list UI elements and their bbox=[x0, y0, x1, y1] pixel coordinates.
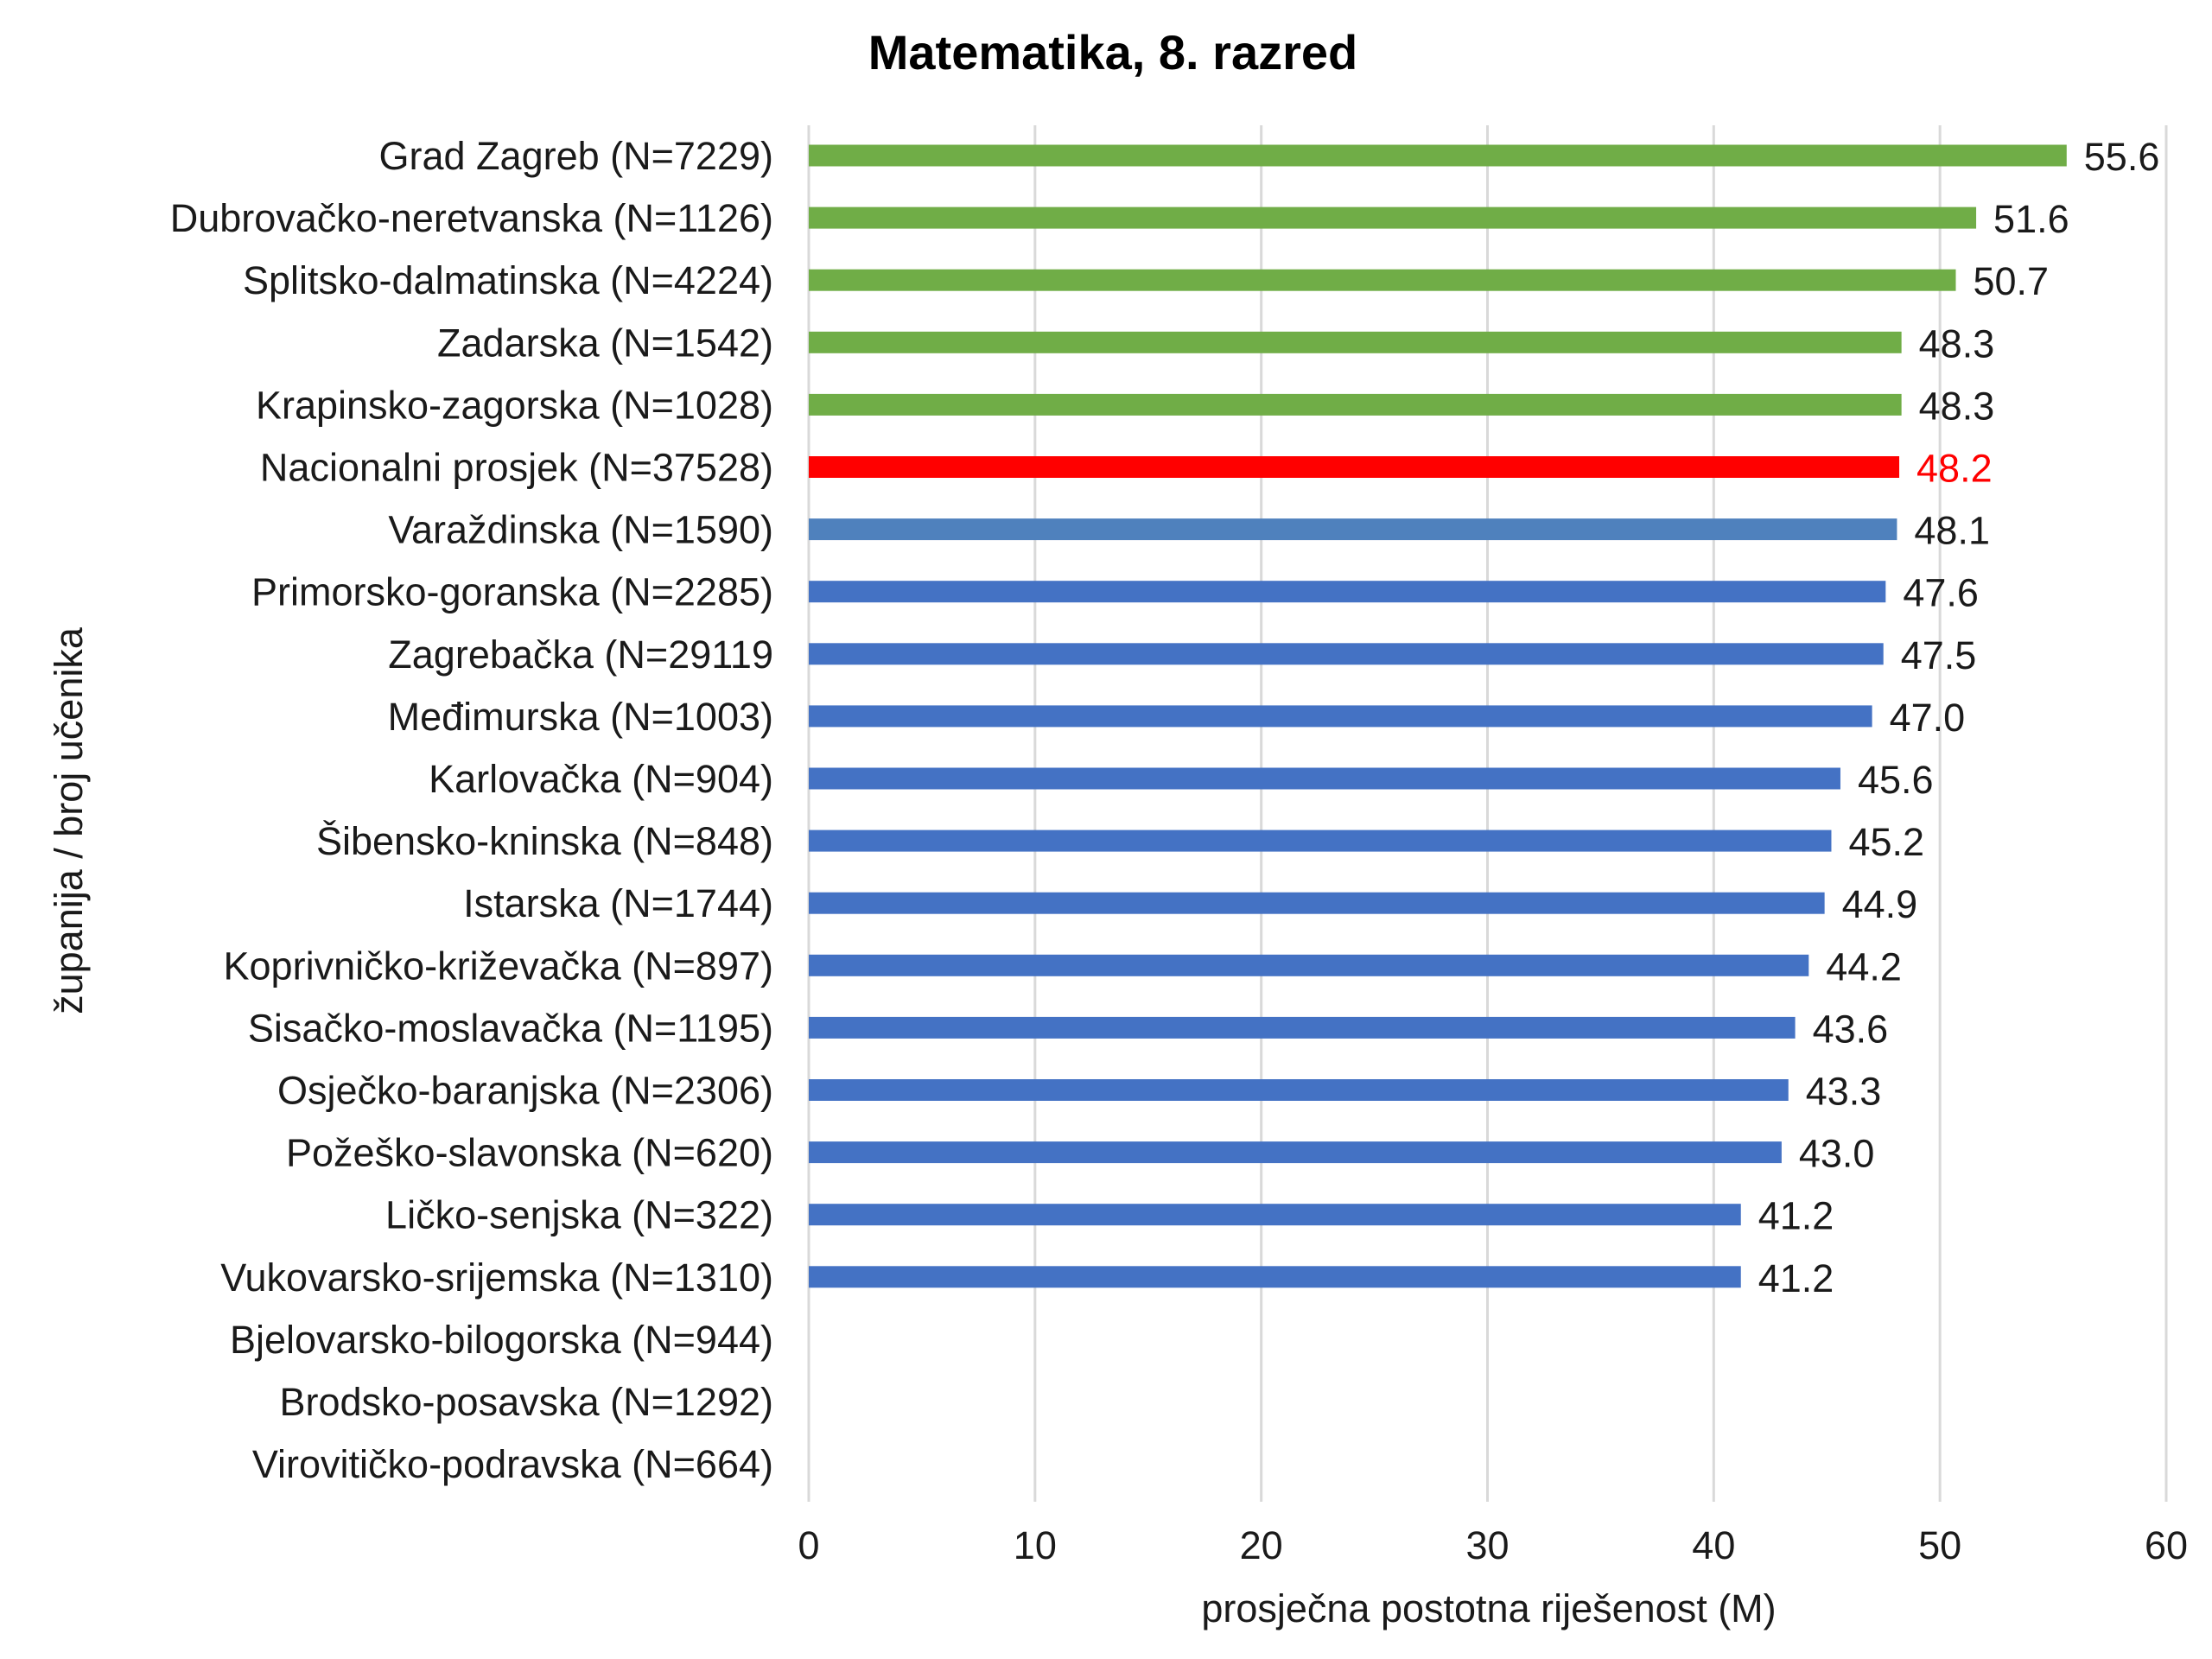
data-label: 41.2 bbox=[1758, 1256, 1834, 1300]
data-label: 48.2 bbox=[1916, 447, 1993, 491]
category-label: Zadarska (N=1542) bbox=[437, 321, 773, 365]
bar bbox=[809, 1141, 1782, 1164]
x-tick-label: 40 bbox=[1692, 1523, 1735, 1567]
data-label: 43.3 bbox=[1806, 1070, 1882, 1114]
x-tick-label: 60 bbox=[2145, 1523, 2188, 1567]
category-label: Dubrovačko-neretvanska (N=1126) bbox=[170, 196, 773, 240]
x-tick-label: 20 bbox=[1240, 1523, 1283, 1567]
category-label: Zagrebačka (N=29119 bbox=[388, 632, 773, 677]
x-tick-label: 30 bbox=[1465, 1523, 1509, 1567]
bar bbox=[809, 144, 2067, 167]
category-labels: Grad Zagreb (N=7229) Dubrovačko-neretvans… bbox=[170, 134, 773, 1486]
bars bbox=[809, 144, 2067, 1288]
x-tick-label: 10 bbox=[1014, 1523, 1057, 1567]
category-label: Krapinsko-zagorska (N=1028) bbox=[256, 383, 773, 427]
category-label: Koprivničko-križevačka (N=897) bbox=[224, 944, 773, 988]
category-label: Virovitičko-podravska (N=664) bbox=[252, 1442, 773, 1486]
data-label: 50.7 bbox=[1973, 259, 2049, 303]
bar bbox=[809, 705, 1872, 728]
category-label: Vukovarsko-srijemska (N=1310) bbox=[220, 1255, 773, 1300]
category-label: Požeško-slavonska (N=620) bbox=[286, 1131, 773, 1175]
bar bbox=[809, 643, 1884, 665]
bar bbox=[809, 1079, 1789, 1101]
bar bbox=[809, 581, 1886, 603]
bar bbox=[809, 456, 1900, 478]
bar bbox=[809, 1266, 1741, 1288]
category-label: Bjelovarsko-bilogorska (N=944) bbox=[230, 1318, 773, 1362]
category-label: Istarska (N=1744) bbox=[463, 881, 773, 925]
data-label: 47.6 bbox=[1903, 571, 1979, 615]
category-label: Ličko-senjska (N=322) bbox=[385, 1193, 773, 1237]
data-label: 48.1 bbox=[1914, 509, 1990, 553]
data-label: 48.3 bbox=[1919, 321, 1995, 365]
bar bbox=[809, 331, 1902, 353]
bar bbox=[809, 518, 1897, 541]
x-tick-labels: 0 10 20 30 40 50 60 bbox=[798, 1523, 2188, 1567]
bar bbox=[809, 954, 1809, 976]
bar bbox=[809, 767, 1840, 790]
data-label: 51.6 bbox=[1993, 197, 2069, 241]
data-label: 41.2 bbox=[1758, 1194, 1834, 1238]
bar bbox=[809, 393, 1902, 416]
data-label: 44.9 bbox=[1842, 882, 1918, 926]
data-label: 44.2 bbox=[1826, 944, 1902, 988]
category-label: Splitsko-dalmatinska (N=4224) bbox=[243, 258, 773, 302]
y-axis-label: županija / broj učenika bbox=[47, 626, 91, 1014]
category-label: Međimurska (N=1003) bbox=[388, 695, 773, 739]
category-label: Brodsko-posavska (N=1292) bbox=[279, 1380, 773, 1424]
category-label: Grad Zagreb (N=7229) bbox=[379, 134, 773, 178]
x-tick-label: 0 bbox=[798, 1523, 819, 1567]
data-label: 45.2 bbox=[1848, 820, 1924, 864]
bar bbox=[809, 1204, 1741, 1226]
category-label: Nacionalni prosjek (N=37528) bbox=[260, 446, 773, 490]
data-label: 48.3 bbox=[1919, 384, 1995, 428]
category-label: Primorsko-goranska (N=2285) bbox=[251, 570, 773, 614]
data-label: 47.5 bbox=[1901, 633, 1977, 677]
data-label: 43.0 bbox=[1799, 1132, 1875, 1176]
value-labels: 55.6 51.6 50.7 48.3 48.3 48.2 48.1 47.6 47.5 47.0… bbox=[1758, 135, 2160, 1300]
data-label: 47.0 bbox=[1890, 696, 1966, 740]
category-label: Osječko-baranjska (N=2306) bbox=[277, 1069, 773, 1113]
gridlines bbox=[807, 125, 2168, 1502]
bar bbox=[809, 269, 1956, 291]
data-label: 45.6 bbox=[1858, 758, 1934, 802]
category-label: Šibensko-kninska (N=848) bbox=[316, 819, 773, 863]
data-label: 43.6 bbox=[1813, 1007, 1889, 1051]
x-axis-label: prosječna postotna riješenost (M) bbox=[1201, 1586, 1776, 1630]
x-tick-label: 50 bbox=[1918, 1523, 1961, 1567]
data-label: 55.6 bbox=[2084, 135, 2160, 179]
chart-title: Matematika, 8. razred bbox=[868, 25, 1357, 79]
bar bbox=[809, 830, 1832, 852]
bar bbox=[809, 1016, 1796, 1039]
bar bbox=[809, 207, 1977, 229]
category-label: Karlovačka (N=904) bbox=[429, 757, 773, 801]
category-label: Varaždinska (N=1590) bbox=[388, 508, 773, 552]
category-label: Sisačko-moslavačka (N=1195) bbox=[248, 1006, 773, 1050]
bar bbox=[809, 892, 1825, 914]
